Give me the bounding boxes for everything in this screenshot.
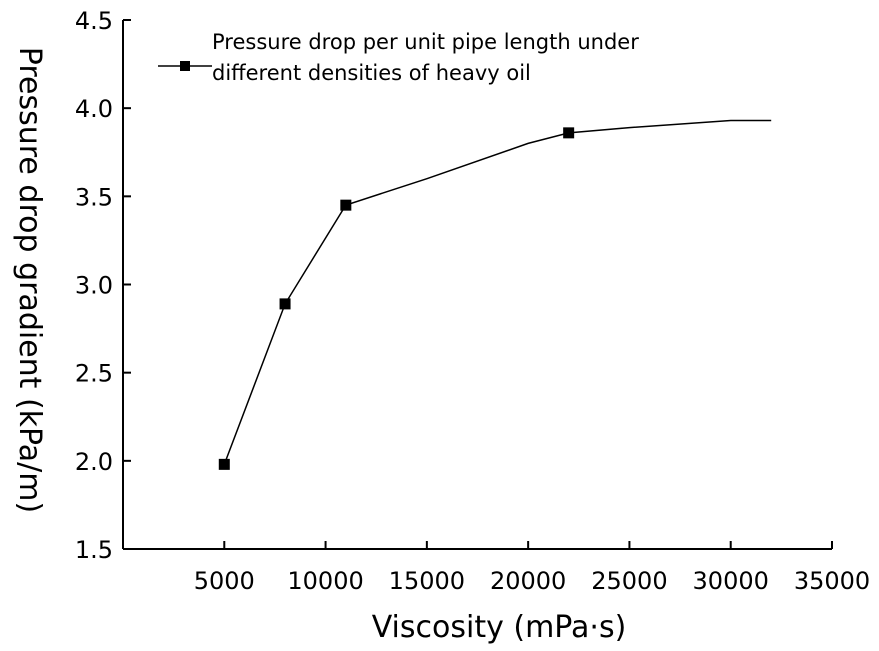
- y-tick-label: 2.0: [75, 448, 113, 476]
- y-ticks: 1.5 2.0 2.5 3.0 3.5 4.0 4.5: [75, 7, 131, 564]
- x-tick-label: 10000: [287, 567, 363, 595]
- y-axis-title: Pressure drop gradient (kPa/m): [12, 47, 47, 513]
- y-tick-label: 4.0: [75, 95, 113, 123]
- x-tick-label: 35000: [794, 567, 870, 595]
- y-tick-label: 1.5: [75, 536, 113, 564]
- series-line: [223, 119, 772, 465]
- x-tick-label: 5000: [194, 567, 255, 595]
- y-tick-label: 2.5: [75, 360, 113, 388]
- data-point-marker: [218, 458, 230, 470]
- y-tick-label: 3.0: [75, 272, 113, 300]
- y-tick-label: 4.5: [75, 7, 113, 35]
- legend: Pressure drop per unit pipe length under…: [158, 30, 639, 85]
- data-point-marker: [340, 199, 352, 211]
- plot-area: [218, 119, 772, 470]
- x-tick-label: 30000: [693, 567, 769, 595]
- x-tick-label: 20000: [490, 567, 566, 595]
- data-point-marker: [279, 298, 291, 310]
- x-ticks: 5000 10000 15000 20000 25000 30000 35000: [194, 541, 870, 595]
- legend-label-line-1: Pressure drop per unit pipe length under: [212, 30, 639, 54]
- legend-label-line-2: different densities of heavy oil: [212, 61, 531, 85]
- y-tick-label: 3.5: [75, 183, 113, 211]
- x-tick-label: 25000: [591, 567, 667, 595]
- data-point-marker: [563, 127, 575, 139]
- x-tick-label: 15000: [389, 567, 465, 595]
- legend-marker: [180, 61, 190, 71]
- x-axis-title: Viscosity (mPa·s): [372, 610, 627, 645]
